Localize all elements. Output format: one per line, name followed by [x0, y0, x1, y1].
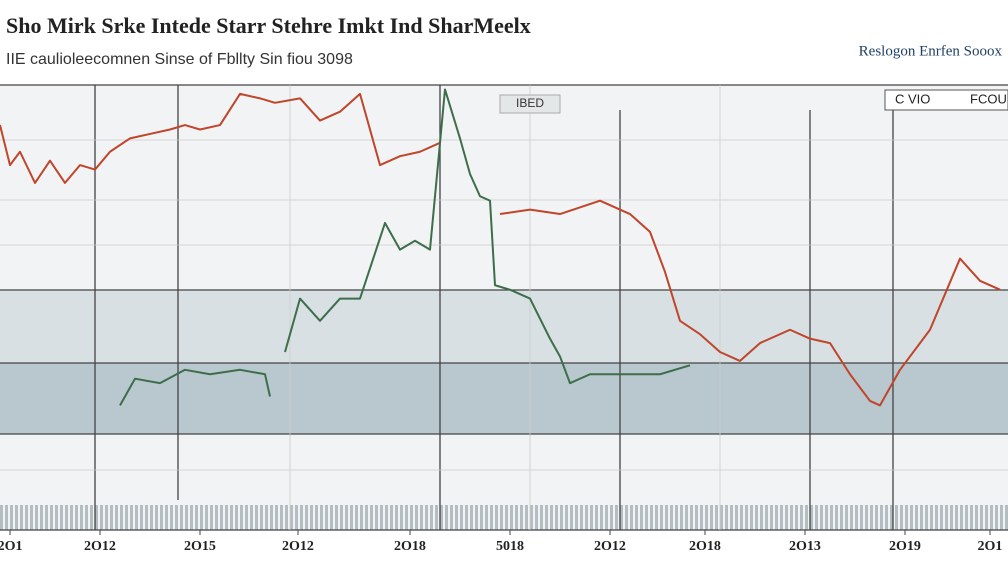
chart-subtitle: IIE caulioleecomnen Sinse of Fbllty Sin …	[6, 51, 353, 68]
minor-grid	[0, 85, 1008, 530]
x-tick-label: 2O1	[978, 539, 1003, 554]
legend-text: FCOU	[970, 91, 1007, 106]
band	[0, 363, 1008, 434]
legend-box	[884, 89, 1008, 111]
x-tick-label: 2O1	[0, 539, 22, 554]
band	[0, 290, 1008, 363]
line-series	[0, 92, 1001, 407]
legend-box	[499, 94, 561, 114]
side-label: Reslogon Enrfen Sooox	[859, 43, 1003, 59]
x-tick-label: 2O13	[789, 539, 821, 554]
x-tick-label: 2O18	[689, 539, 721, 554]
x-tick-label: 2O12	[84, 539, 116, 554]
x-tick-label: 2O12	[282, 539, 314, 554]
legend-text: IBED	[516, 96, 544, 110]
legend-text: C VIO	[895, 91, 930, 106]
x-tick-label: 2O18	[394, 539, 426, 554]
chart-title: Sho Mirk Srke Intede Starr Stehre Imkt I…	[6, 13, 531, 38]
x-tick-label: 2O19	[889, 539, 921, 554]
grid	[0, 84, 1008, 531]
x-tick-label: 5018	[496, 539, 524, 554]
x-tick-label: 2O15	[184, 539, 216, 554]
x-tick-label: 2O12	[594, 539, 626, 554]
line-series	[119, 88, 691, 406]
volume	[0, 505, 1008, 530]
